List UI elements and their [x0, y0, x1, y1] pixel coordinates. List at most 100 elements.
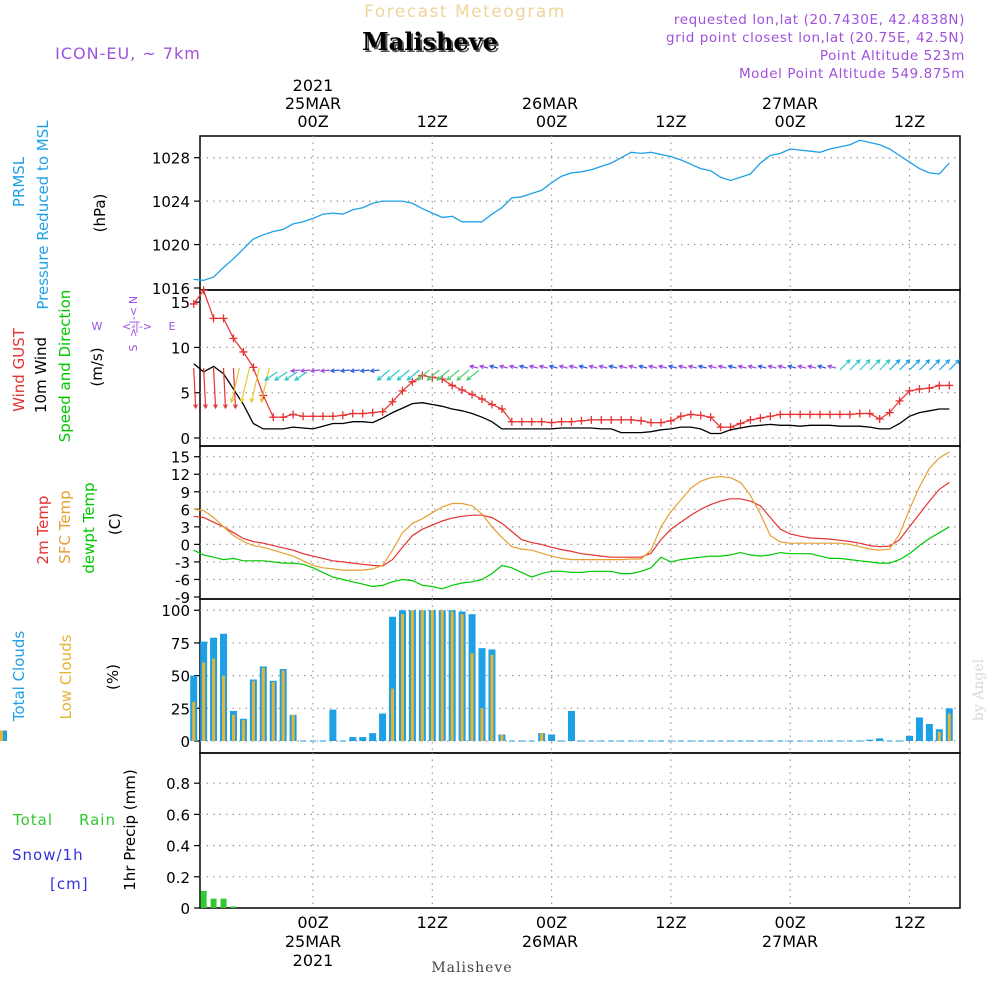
wind-direction-arrow [909, 359, 921, 371]
wind-arrow-head [885, 359, 891, 365]
compass-vertical: >-|-< [127, 307, 140, 337]
gust-marker [865, 409, 874, 418]
gust-marker [756, 414, 765, 423]
gust-marker [716, 423, 725, 432]
wind-arrow-shaft [807, 365, 817, 369]
wind-arrow-shaft [909, 359, 920, 371]
gust-marker [637, 416, 646, 425]
wind-arrow-shaft [397, 369, 410, 381]
y-tick-label: 0 [180, 733, 190, 751]
wind-direction-arrow [406, 369, 420, 381]
total-cloud-bar [548, 734, 556, 741]
wind-arrow-shaft [788, 365, 797, 369]
wind-arrow-head [319, 368, 325, 374]
low-cloud-bar [430, 610, 434, 741]
wind-direction-arrow [416, 369, 430, 381]
gust-marker [895, 396, 904, 405]
wind-arrow-shaft [446, 369, 460, 381]
wind-arrow-shaft [859, 359, 871, 371]
wind-arrow-shaft [688, 365, 697, 369]
wind-direction-arrow [786, 364, 797, 370]
gust-marker [825, 410, 834, 419]
gust-marker [299, 412, 308, 421]
y-tick-label: 0.4 [166, 838, 190, 856]
y-tick-label: 0 [180, 900, 190, 918]
wind-direction-arrow [839, 359, 851, 371]
wind-arrow-shaft [489, 365, 499, 369]
low-cloud-bar [192, 701, 196, 741]
wind-arrow-shaft [569, 365, 578, 369]
wind-arrow-head [416, 376, 422, 381]
wind-arrow-head [786, 364, 793, 370]
wind-direction-arrow [767, 364, 777, 370]
top-time-tick: 12Z [894, 112, 925, 131]
wind-arrow-shaft [899, 359, 910, 371]
wind-arrow-head [222, 404, 228, 410]
total-cloud-bar [0, 730, 7, 741]
rain-bar [210, 898, 217, 908]
wind-arrow-head [855, 359, 861, 365]
wind-arrow-head [488, 364, 494, 370]
wind-arrow-shaft [291, 369, 301, 372]
low-cloud-bar [440, 610, 444, 741]
wind-arrow-head [203, 404, 208, 410]
wind-direction-arrow [538, 364, 548, 370]
gust-marker [547, 418, 556, 427]
low-cloud-bar [540, 733, 544, 741]
wind-arrow-shaft [839, 359, 851, 371]
bottom-year-label: 2021 [293, 951, 334, 970]
gust-marker [776, 410, 785, 419]
wind-direction-arrow [747, 364, 757, 370]
gust-marker [497, 405, 506, 414]
wind-arrow-shaft [250, 367, 260, 403]
wind-direction-arrow [309, 368, 321, 374]
wind-arrow-shaft [758, 365, 767, 369]
wind-arrow-shaft [300, 369, 311, 372]
gust-marker [706, 413, 715, 422]
gust-marker [358, 409, 367, 418]
y-tick-label: -9 [175, 589, 190, 607]
gust-marker [885, 408, 894, 417]
gust-marker [189, 299, 198, 308]
wind-arrow-shaft [869, 359, 881, 371]
low-cloud-bar [222, 675, 226, 741]
bottom-date-label: 26MAR [522, 932, 578, 951]
wind-direction-arrow [339, 368, 350, 374]
gust-marker [915, 385, 924, 394]
wind-arrow-head [436, 376, 442, 381]
wind-arrow-head [518, 364, 524, 370]
total-cloud-bar [866, 739, 874, 741]
wind-direction-arrow [222, 367, 228, 410]
wind-arrow-shaft [360, 369, 370, 372]
y-tick-label: 100 [161, 602, 190, 620]
wind-direction-arrow [796, 364, 807, 370]
rain-bar [230, 906, 237, 908]
wind-arrow-shaft [407, 369, 420, 381]
wind-arrow-head [647, 364, 654, 370]
wind-arrow-head [309, 368, 315, 374]
gust-marker [388, 397, 397, 406]
wind-arrow-shaft [668, 365, 678, 369]
wind-direction-arrow [446, 369, 460, 381]
wind-direction-arrow [319, 368, 331, 374]
y-tick-label: 5 [180, 385, 190, 403]
label-dewpt-temp: dewpt Temp [80, 482, 98, 573]
wind-direction-arrow [737, 364, 747, 370]
wind-arrow-head [747, 364, 753, 370]
wind-arrow-head [284, 376, 290, 381]
wind-arrow-head [608, 364, 614, 370]
y-tick-label: 0.6 [166, 806, 190, 824]
wind-arrow-head [687, 364, 693, 370]
low-cloud-bar [251, 680, 255, 741]
wind-direction-arrow [528, 364, 538, 370]
wind-direction-arrow [677, 364, 687, 370]
wind-arrow-head [865, 359, 871, 365]
wind-direction-arrow [376, 369, 390, 381]
compass-e: E [169, 320, 176, 333]
gust-marker [686, 410, 695, 419]
wind-arrow-head [289, 368, 296, 374]
wind-arrow-shaft [519, 365, 528, 369]
wind-direction-arrow [777, 364, 787, 370]
y-tick-label: 75 [171, 635, 190, 653]
wind-arrow-head [406, 376, 412, 381]
